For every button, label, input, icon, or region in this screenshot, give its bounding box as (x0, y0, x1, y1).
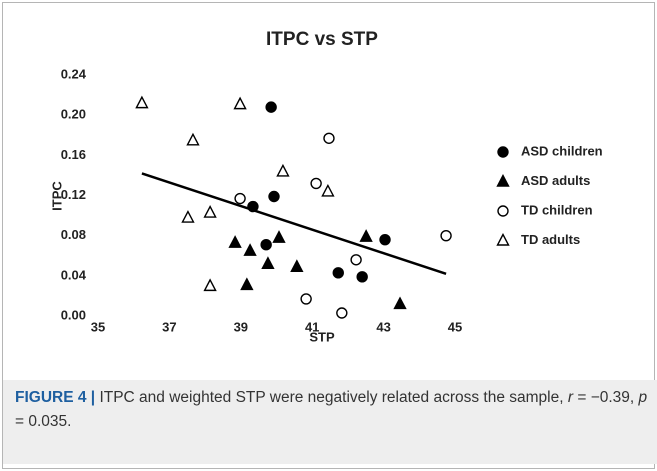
point (350, 254, 362, 266)
point (393, 296, 407, 310)
point (228, 235, 242, 248)
point (310, 177, 322, 190)
point (203, 278, 217, 292)
point (359, 229, 373, 242)
point (186, 132, 200, 146)
x-tick-label: 39 (234, 319, 248, 334)
y-tick-label: 0.12 (61, 187, 86, 202)
caption-text: = −0.39, (573, 389, 639, 406)
point (276, 163, 290, 177)
caption-text: = 0.035. (15, 413, 72, 430)
legend-label: TD adults (521, 232, 580, 247)
point (323, 132, 335, 144)
caption: FIGURE 4 | ITPC and weighted STP were ne… (3, 380, 657, 464)
y-tick-label: 0.00 (61, 307, 86, 322)
point (135, 95, 149, 109)
legend-marker (496, 232, 510, 246)
point (272, 230, 286, 243)
point (260, 239, 272, 251)
point (181, 210, 195, 223)
y-tick-label: 0.04 (61, 267, 87, 282)
y-tick-label: 0.24 (61, 66, 87, 81)
point (321, 183, 335, 197)
point (268, 190, 280, 203)
point (234, 192, 246, 205)
x-tick-label: 35 (91, 319, 105, 334)
chart: ITPC vs STP STP ITPC 0.00 0.04 0.08 0.12 0.1… (49, 29, 603, 344)
point (240, 277, 254, 291)
point (233, 96, 247, 110)
chart-title: ITPC vs STP (266, 29, 378, 50)
legend-label: ASD children (521, 143, 603, 158)
point (300, 293, 312, 305)
point (332, 267, 344, 279)
legend-label: TD children (521, 202, 593, 217)
y-tick-label: 0.08 (61, 227, 86, 242)
y-tick-label: 0.20 (61, 107, 86, 122)
y-tick-label: 0.16 (61, 147, 86, 162)
x-tick-label: 41 (305, 319, 319, 334)
legend-marker (497, 205, 509, 217)
caption-label: FIGURE 4 | (15, 389, 96, 406)
x-tick-label: 45 (448, 319, 462, 334)
point (265, 101, 277, 113)
y-axis-label: ITPC (49, 181, 64, 211)
point (261, 256, 275, 269)
point (290, 259, 304, 272)
x-tick-label: 37 (162, 319, 176, 334)
caption-text: r (567, 389, 574, 406)
point (440, 229, 452, 242)
trendline (141, 172, 447, 276)
legend-marker (496, 173, 510, 187)
point (247, 200, 259, 213)
x-tick-label: 43 (376, 319, 390, 334)
caption-text: ITPC and weighted STP were negatively re… (95, 389, 568, 406)
point (243, 243, 257, 256)
point (379, 233, 391, 246)
legend-label: ASD adults (521, 173, 590, 188)
point (356, 271, 368, 283)
legend-marker (497, 146, 509, 158)
x-axis-label: STP (309, 329, 335, 344)
caption-text: p (638, 389, 648, 406)
point (336, 307, 348, 319)
point (203, 205, 217, 218)
